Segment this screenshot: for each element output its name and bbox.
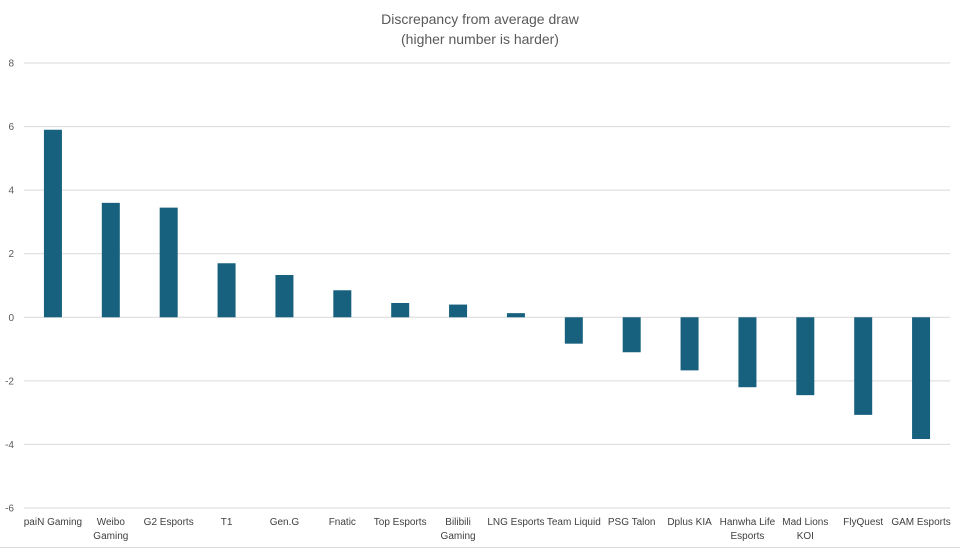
x-tick-label-line: Dplus KIA [667, 517, 712, 528]
y-tick-label: 0 [8, 313, 14, 324]
chart-subtitle: (higher number is harder) [401, 31, 559, 47]
x-tick-label-line: Weibo [97, 517, 126, 528]
bottom-border [0, 547, 960, 548]
x-tick-label-line: G2 Esports [144, 517, 194, 528]
x-tick-label-line: Team Liquid [547, 517, 601, 528]
x-tick-label-line: Gaming [441, 531, 476, 542]
x-tick-label: GAM Esports [891, 517, 950, 528]
x-tick-label: T1 [221, 517, 233, 528]
x-tick-label-line: T1 [221, 517, 233, 528]
x-tick-label-line: Esports [730, 531, 764, 542]
bar [101, 202, 120, 318]
bar [159, 207, 178, 318]
x-tick-label-line: KOI [797, 531, 814, 542]
y-tick-label: 6 [8, 122, 14, 133]
x-tick-label: Team Liquid [547, 517, 601, 528]
bar [854, 317, 873, 415]
x-tick-label: Dplus KIA [667, 517, 712, 528]
bar [391, 302, 410, 318]
bar [564, 317, 583, 344]
y-tick-label: -4 [5, 440, 14, 451]
bar [333, 290, 352, 318]
x-tick-label: Mad Lions KOI [782, 517, 828, 542]
x-tick-label: LNG Esports [487, 517, 544, 528]
chart-title: Discrepancy from average draw [381, 11, 579, 27]
bar [506, 313, 525, 318]
x-tick-label-line: Hanwha Life [720, 517, 776, 528]
x-tick-label: Top Esports [374, 517, 427, 528]
x-tick-label-line: Gen.G [270, 517, 300, 528]
bar [622, 317, 641, 353]
y-tick-label: -6 [5, 504, 14, 515]
x-tick-label: Gen.G [270, 517, 300, 528]
x-tick-label-line: FlyQuest [843, 517, 883, 528]
x-tick-label-line: paiN Gaming [24, 517, 82, 528]
x-tick-label-line: LNG Esports [487, 517, 544, 528]
x-tick-label-line: Gaming [93, 531, 128, 542]
bar [449, 304, 468, 318]
x-tick-label: G2 Esports [144, 517, 194, 528]
x-tick-label-line: Fnatic [329, 517, 356, 528]
x-tick-label-line: Bilibili [445, 517, 471, 528]
bar [217, 263, 236, 318]
bar [912, 317, 931, 440]
bar [680, 317, 699, 371]
y-tick-label: 8 [8, 59, 14, 70]
x-tick-label: Weibo Gaming [93, 517, 128, 542]
y-tick-label: 4 [8, 186, 14, 197]
bar [796, 317, 815, 396]
x-tick-label-line: PSG Talon [608, 517, 656, 528]
bar [738, 317, 757, 388]
bar [43, 129, 62, 318]
x-tick-label-line: Top Esports [374, 517, 427, 528]
x-tick-label: paiN Gaming [24, 517, 82, 528]
bar [275, 275, 294, 318]
x-tick-label: Fnatic [329, 517, 356, 528]
x-tick-label: Bilibili Gaming [441, 517, 476, 542]
y-tick-label: 2 [8, 249, 14, 260]
x-tick-label-line: GAM Esports [891, 517, 950, 528]
x-tick-label: PSG Talon [608, 517, 656, 528]
x-tick-label: FlyQuest [843, 517, 883, 528]
y-tick-label: -2 [5, 376, 14, 387]
x-tick-label-line: Mad Lions [782, 517, 828, 528]
x-tick-label: Hanwha Life Esports [720, 517, 776, 542]
